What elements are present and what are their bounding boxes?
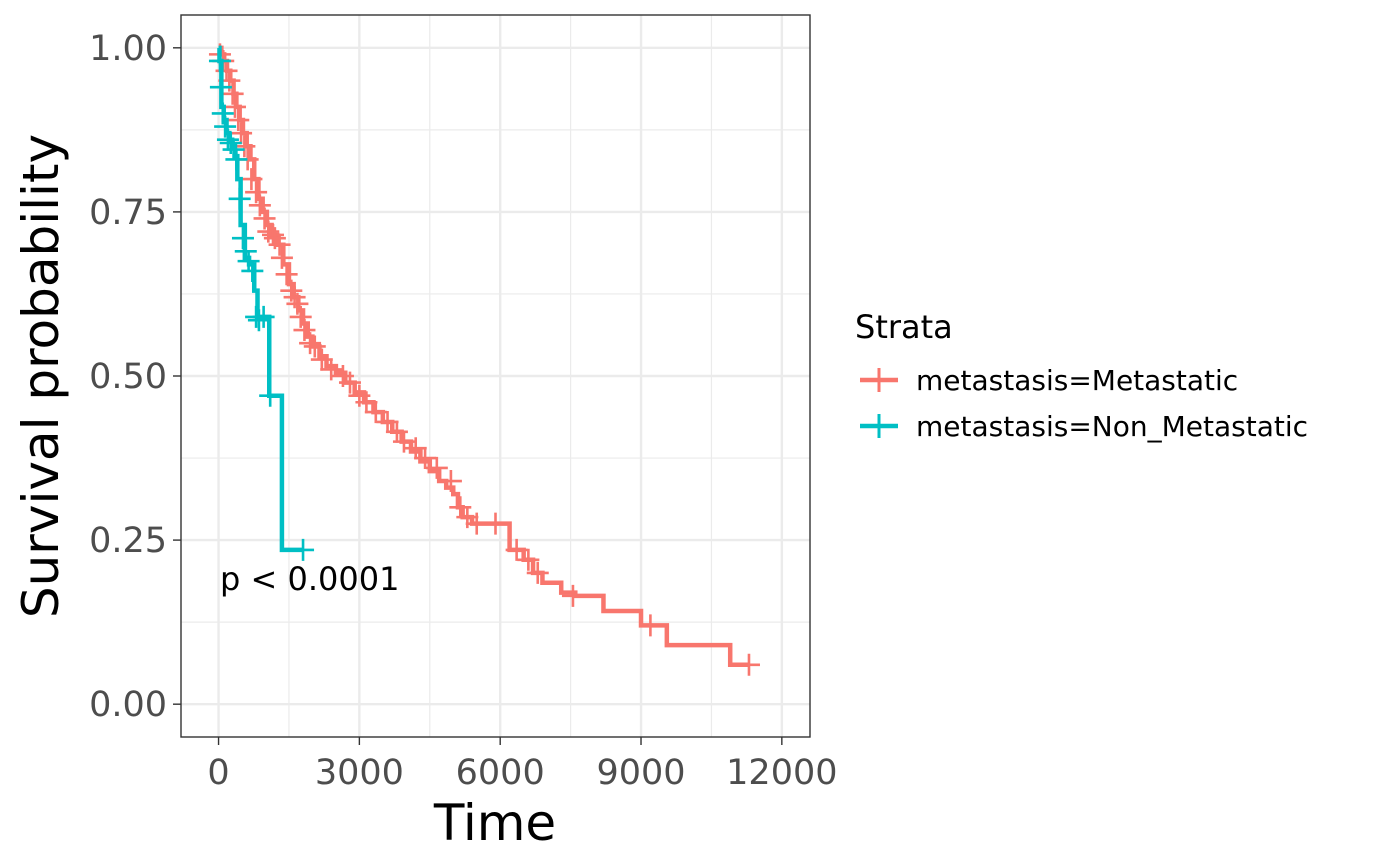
x-tick-label: 0 xyxy=(207,753,229,793)
survival-curve-metastatic xyxy=(218,45,749,668)
censor-mark xyxy=(209,76,232,99)
y-tick-label: 1.00 xyxy=(89,29,167,69)
censor-mark xyxy=(222,138,245,161)
censor-mark xyxy=(465,512,488,535)
censor-mark xyxy=(275,263,298,286)
x-tick-label: 9000 xyxy=(596,753,685,793)
x-tick-label: 3000 xyxy=(315,753,404,793)
legend-title: Strata xyxy=(855,308,953,346)
y-tick-label: 0.25 xyxy=(89,521,167,561)
y-tick-label: 0.00 xyxy=(89,685,167,725)
censor-mark xyxy=(247,309,270,332)
x-axis-title: Time xyxy=(433,794,556,852)
legend-key-cross xyxy=(867,368,891,392)
censor-mark xyxy=(639,614,662,637)
censor-mark xyxy=(240,168,263,191)
censor-mark xyxy=(228,187,251,210)
p-value-annotation: p < 0.0001 xyxy=(220,560,399,598)
censor-mark xyxy=(216,128,239,151)
censor-mark xyxy=(253,207,276,230)
censor-mark xyxy=(221,82,244,105)
censor-mark xyxy=(439,470,462,493)
x-tick-label: 6000 xyxy=(456,753,545,793)
censor-mark xyxy=(392,430,415,453)
censor-mark xyxy=(310,348,333,371)
x-tick-label: 12000 xyxy=(726,753,837,793)
censor-mark xyxy=(230,122,253,145)
censor-mark xyxy=(227,109,250,132)
censor-mark xyxy=(364,401,387,424)
y-axis-title: Survival probability xyxy=(12,134,70,618)
censor-mark xyxy=(241,259,264,282)
censor-mark xyxy=(237,250,260,273)
censor-mark xyxy=(270,246,293,269)
censor-mark xyxy=(355,391,378,414)
censor-mark xyxy=(338,371,361,394)
censor-mark xyxy=(484,512,507,535)
censor-mark xyxy=(526,561,549,584)
censor-mark xyxy=(404,437,427,460)
censor-mark xyxy=(303,335,326,358)
censor-mark xyxy=(517,548,540,571)
censor-mark xyxy=(286,292,309,315)
censor-mark xyxy=(737,653,760,676)
censor-mark xyxy=(376,410,399,433)
censor-mark xyxy=(223,95,246,118)
censor-mark xyxy=(225,148,248,171)
censor-mark xyxy=(561,584,584,607)
legend: Strata metastasis=Metastatic metastasis=N… xyxy=(855,308,1308,443)
censor-mark xyxy=(414,447,437,470)
censor-mark xyxy=(234,240,257,263)
censor-mark xyxy=(211,102,234,125)
censor-mark xyxy=(248,194,271,217)
censor-mark xyxy=(231,227,254,250)
censor-mark xyxy=(259,384,282,407)
censor-mark xyxy=(252,305,275,328)
censor-mark xyxy=(292,538,315,561)
legend-key-cross xyxy=(867,414,891,438)
censor-mark xyxy=(208,49,231,72)
legend-entry-label: metastasis=Metastatic xyxy=(916,364,1238,397)
grid-layer xyxy=(181,15,810,737)
legend-entry-label: metastasis=Non_Metastatic xyxy=(916,410,1308,443)
y-tick-label: 0.75 xyxy=(89,193,167,233)
censor-mark xyxy=(293,319,316,342)
censor-mark xyxy=(245,181,268,204)
axis-layer: 0 3000 6000 9000 12000 0.00 0.25 0.50 0.75 1.00 xyxy=(89,29,837,793)
censor-mark xyxy=(320,358,343,381)
y-tick-label: 0.50 xyxy=(89,357,167,397)
censor-mark xyxy=(299,332,322,355)
series-layer xyxy=(208,43,760,676)
censor-mark xyxy=(268,233,291,256)
censor-mark xyxy=(214,115,237,138)
censor-mark xyxy=(289,305,312,328)
censor-mark xyxy=(425,456,448,479)
censor-mark xyxy=(505,538,528,561)
